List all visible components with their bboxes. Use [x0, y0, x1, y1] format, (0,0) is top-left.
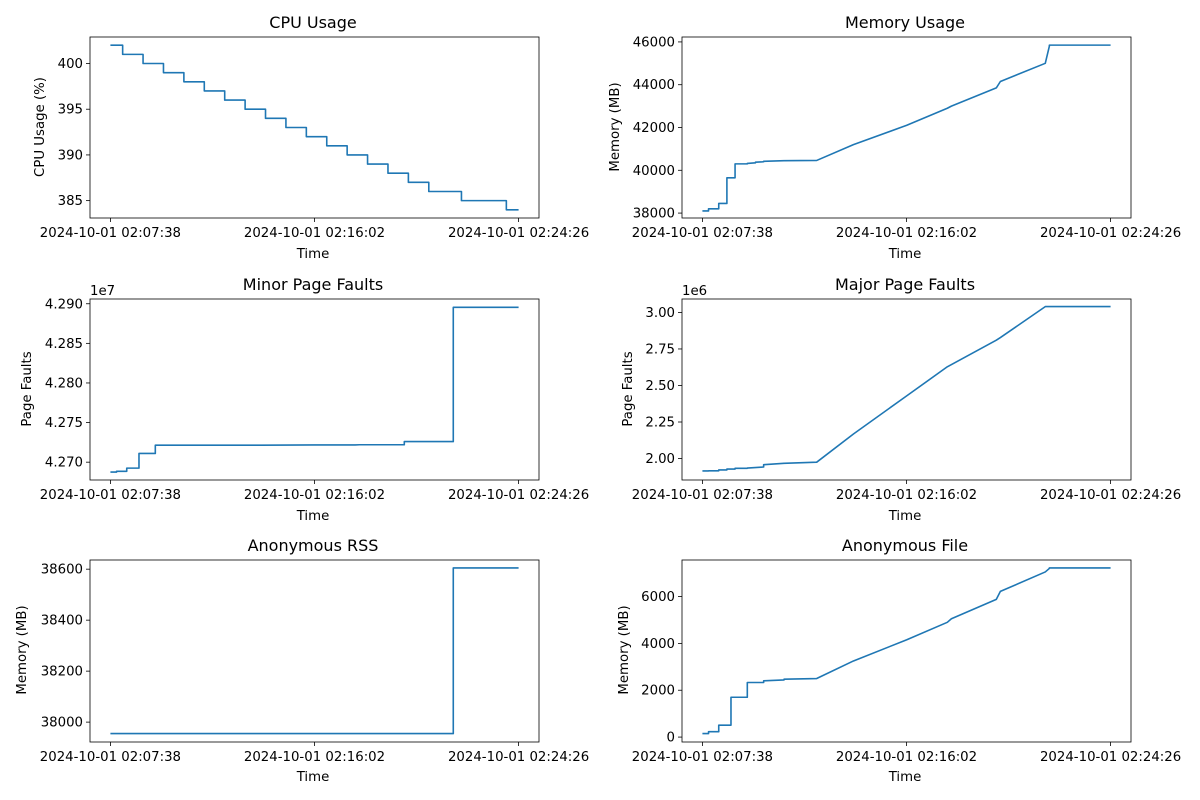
- chart-5-series-line: [110, 567, 519, 735]
- chart-1-x-axis-label: Time: [296, 247, 330, 262]
- chart-2-title: Memory Usage: [845, 13, 965, 32]
- chart-4-y-tick-label: 2.25: [645, 416, 675, 431]
- chart-2-y-tick-label: 44000: [633, 78, 675, 93]
- chart-4-offset-text: 1e6: [682, 284, 707, 299]
- chart-2-x-tick-label: 2024-10-01 02:16:02: [836, 226, 977, 241]
- chart-6-x-axis-label: Time: [888, 770, 922, 785]
- chart-3-series-line: [110, 306, 519, 473]
- chart-5-y-axis-label: Memory (MB): [15, 605, 30, 694]
- chart-3-y-tick-label: 4.280: [45, 376, 83, 391]
- chart-4-x-tick-label: 2024-10-01 02:07:38: [632, 488, 773, 503]
- chart-5-x-tick-label: 2024-10-01 02:24:26: [448, 750, 589, 765]
- chart-3-x-tick-label: 2024-10-01 02:07:38: [40, 488, 181, 503]
- chart-1-y-axis-label: CPU Usage (%): [33, 77, 48, 177]
- chart-2-x-tick-label: 2024-10-01 02:24:26: [1040, 226, 1181, 241]
- chart-4-x-tick-label: 2024-10-01 02:24:26: [1040, 488, 1181, 503]
- chart-5-y-tick-label: 38400: [41, 614, 83, 629]
- chart-1-x-tick-label: 2024-10-01 02:16:02: [244, 226, 385, 241]
- chart-3-y-tick-label: 4.290: [45, 297, 83, 312]
- chart-1-x-tick-label: 2024-10-01 02:24:26: [448, 226, 589, 241]
- chart-4-plot-frame: [681, 298, 1132, 481]
- chart-4-x-axis-label: Time: [888, 509, 922, 524]
- chart-1-y-tick-label: 400: [58, 57, 83, 72]
- chart-1-y-tick-label: 395: [58, 103, 83, 118]
- chart-2-y-tick-label: 46000: [633, 35, 675, 50]
- chart-4-x-tick-label: 2024-10-01 02:16:02: [836, 488, 977, 503]
- chart-1-series-line: [110, 44, 519, 211]
- chart-5-x-axis-label: Time: [296, 770, 330, 785]
- chart-4-y-tick-label: 2.75: [645, 342, 675, 357]
- chart-5-x-tick-label: 2024-10-01 02:16:02: [244, 750, 385, 765]
- chart-3-y-tick-label: 4.285: [45, 337, 83, 352]
- chart-1-title: CPU Usage: [269, 13, 356, 32]
- chart-4-series-line: [702, 305, 1111, 472]
- chart-1-y-tick-label: 390: [58, 148, 83, 163]
- chart-3-x-tick-label: 2024-10-01 02:24:26: [448, 488, 589, 503]
- chart-6-x-tick-label: 2024-10-01 02:16:02: [836, 750, 977, 765]
- chart-2-y-tick-label: 42000: [633, 121, 675, 136]
- chart-4-title: Major Page Faults: [835, 275, 975, 294]
- chart-4-y-axis-label: Page Faults: [621, 351, 636, 426]
- chart-5-title: Anonymous RSS: [248, 536, 379, 555]
- chart-4-y-tick-label: 3.00: [645, 306, 675, 321]
- chart-2-series-line: [702, 44, 1111, 212]
- chart-5-y-tick-label: 38600: [41, 563, 83, 578]
- chart-6-y-tick-label: 4000: [641, 637, 675, 652]
- chart-2-x-axis-label: Time: [888, 247, 922, 262]
- chart-5-plot-frame: [89, 559, 540, 743]
- chart-5-y-tick-label: 38000: [41, 716, 83, 731]
- chart-1-x-tick-label: 2024-10-01 02:07:38: [40, 226, 181, 241]
- chart-3-y-tick-label: 4.275: [45, 416, 83, 431]
- chart-4-y-tick-label: 2.00: [645, 452, 675, 467]
- chart-2-y-tick-label: 38000: [633, 207, 675, 222]
- chart-6-y-axis-label: Memory (MB): [617, 605, 632, 694]
- chart-3-y-axis-label: Page Faults: [20, 351, 35, 426]
- chart-3-title: Minor Page Faults: [243, 275, 383, 294]
- chart-1-y-tick-label: 385: [58, 194, 83, 209]
- chart-6-y-tick-label: 2000: [641, 684, 675, 699]
- chart-6-x-tick-label: 2024-10-01 02:07:38: [632, 750, 773, 765]
- chart-6-y-tick-label: 6000: [641, 590, 675, 605]
- chart-2-x-tick-label: 2024-10-01 02:07:38: [632, 226, 773, 241]
- chart-3-y-tick-label: 4.270: [45, 456, 83, 471]
- chart-2-y-axis-label: Memory (MB): [608, 82, 623, 171]
- chart-3-plot-frame: [89, 298, 540, 481]
- chart-5-y-tick-label: 38200: [41, 665, 83, 680]
- chart-3-x-axis-label: Time: [296, 509, 330, 524]
- chart-6-plot-frame: [681, 559, 1132, 743]
- chart-2-plot-frame: [681, 36, 1132, 219]
- chart-6-x-tick-label: 2024-10-01 02:24:26: [1040, 750, 1181, 765]
- chart-3-x-tick-label: 2024-10-01 02:16:02: [244, 488, 385, 503]
- chart-3-offset-text: 1e7: [90, 284, 115, 299]
- chart-5-x-tick-label: 2024-10-01 02:07:38: [40, 750, 181, 765]
- chart-6-title: Anonymous File: [842, 536, 968, 555]
- chart-2-y-tick-label: 40000: [633, 164, 675, 179]
- chart-6-y-tick-label: 0: [667, 731, 675, 746]
- chart-6-series-line: [702, 567, 1111, 735]
- chart-4-y-tick-label: 2.50: [645, 379, 675, 394]
